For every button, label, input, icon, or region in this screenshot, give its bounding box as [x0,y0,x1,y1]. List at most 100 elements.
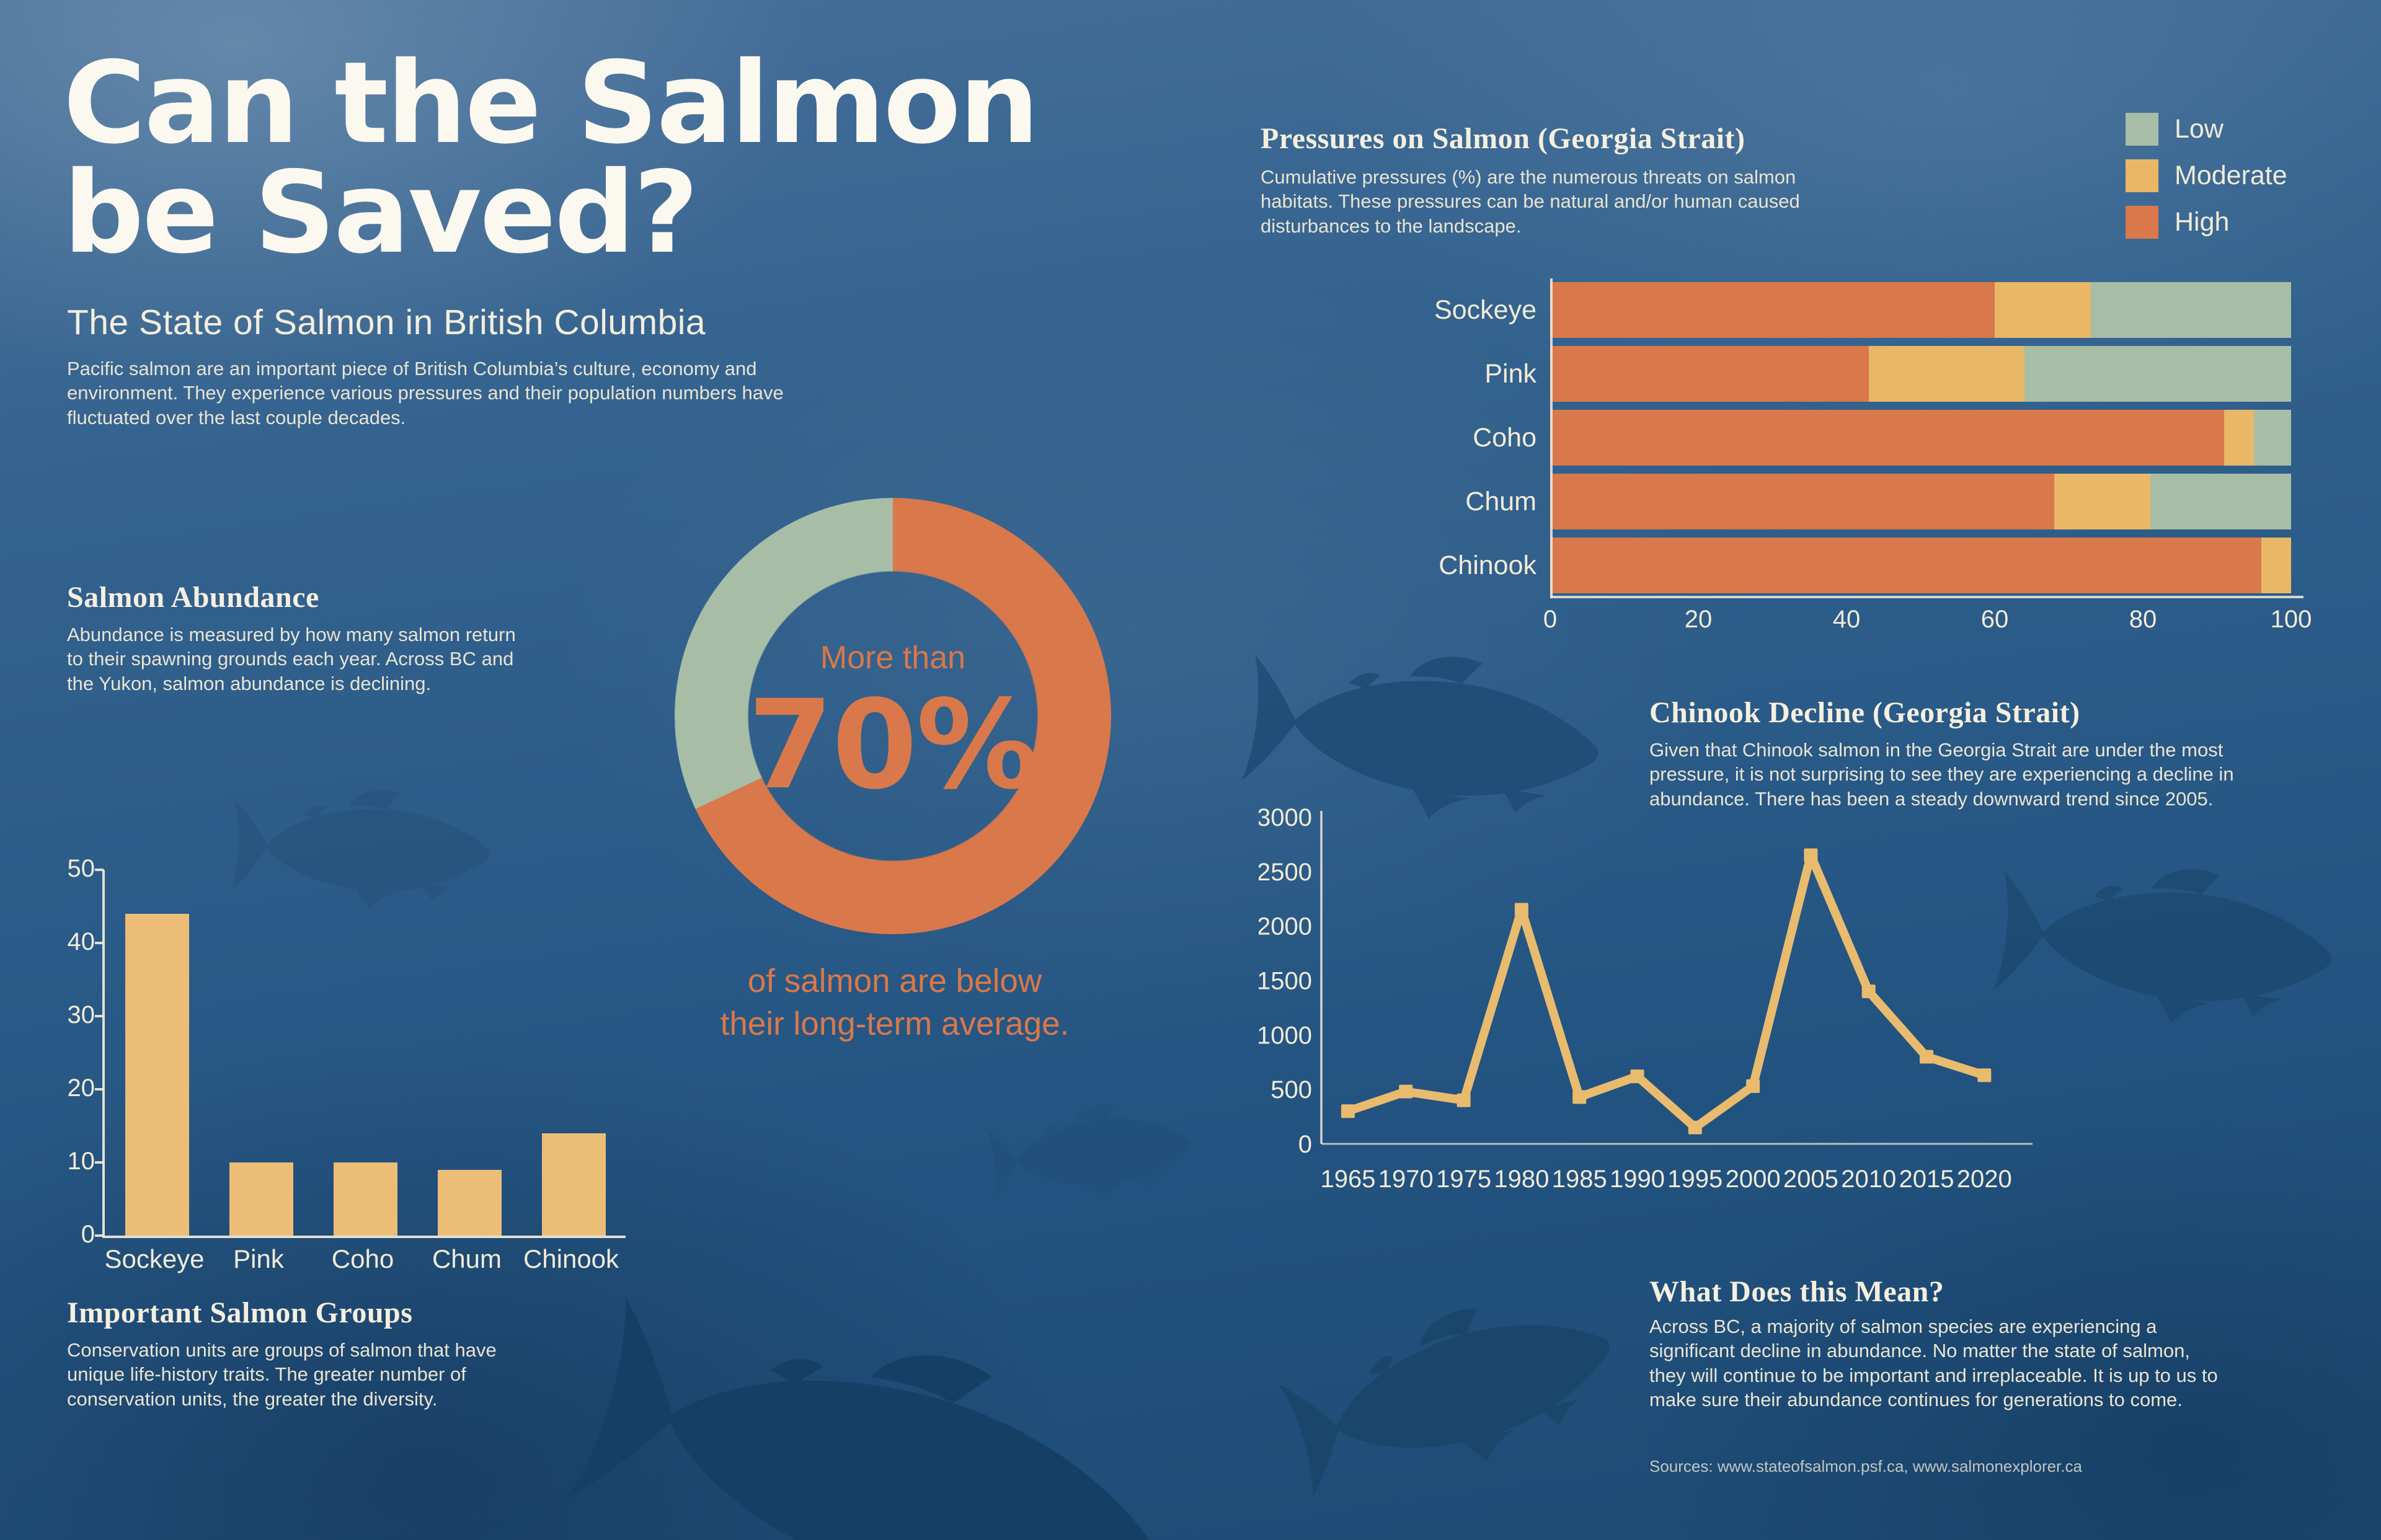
y-axis-tick-label: 1000 [1259,1022,1312,1049]
decline-paragraph: Given that Chinook salmon in the Georgia… [1649,739,2234,810]
stacked-bar-coho [1550,410,2291,466]
segment-low [2024,346,2291,402]
x-axis-tick-label: 100 [2270,606,2312,633]
stacked-row-label: Pink [1484,359,1536,389]
legend-label: High [2175,207,2230,237]
donut-caption-line1: of salmon are below [747,963,1042,999]
bar-chum [437,1169,502,1236]
segment-high [1550,538,2262,593]
y-axis-tick-label: 2000 [1259,913,1312,940]
y-axis-tick-label: 500 [1270,1076,1312,1104]
segment-high [1550,474,2054,529]
segment-high [1550,346,1869,402]
stacked-row-label: Sockeye [1434,295,1536,325]
donut-caption-line2: their long-term average. [720,1006,1070,1043]
x-axis-tick-label: 1965 [1321,1166,1376,1193]
donut-caption: of salmon are below their long-term aver… [659,960,1130,1046]
page-subtitle: The State of Salmon in British Columbia [67,303,706,342]
y-axis-tick-mark [95,1161,104,1164]
data-point-marker [1861,985,1876,999]
segment-moderate [2054,474,2150,529]
y-axis-tick-label: 1500 [1259,968,1312,995]
bar-plot-area [102,870,626,1238]
data-point-marker [1457,1093,1471,1107]
bar-column [521,870,626,1236]
salmon-silhouette-icon [985,1095,1196,1211]
x-axis-line-vertical [1550,278,1553,598]
bar-sockeye [125,913,189,1236]
data-point-marker [1688,1120,1702,1135]
abundance-bar-chart: 0 10 20 30 40 50 Sockeye Pink Coho Chum Chinook [59,855,626,1293]
data-point-marker [1804,848,1818,862]
legend-label: Moderate [2175,161,2287,190]
y-axis-tick-mark [95,1088,104,1091]
pressures-heading: Pressures on Salmon (Georgia Strait) [1261,122,1745,155]
x-axis-tick-label: 20 [1684,606,1713,633]
bar-chinook [541,1133,606,1236]
data-point-marker [1977,1068,1992,1082]
stacked-bar-chinook [1550,538,2291,593]
donut-center-label: More than 70% [675,498,1111,934]
page-title-line2: be Saved? [63,146,699,278]
pressures-paragraph: Cumulative pressures (%) are the numerou… [1261,166,1800,237]
legend-item-moderate: Moderate [2126,159,2287,192]
segment-moderate [2224,410,2255,466]
page-title: Can the Salmon be Saved? [63,37,1039,278]
stacked-bar-sockeye [1550,282,2291,338]
bar-coho [333,1162,397,1236]
x-axis-tick-label: 2005 [1783,1166,1838,1193]
segment-moderate [2261,538,2291,593]
y-axis-tick-mark [95,1015,104,1017]
category-label: Chum [432,1244,502,1273]
x-axis-tick-label: 1995 [1667,1166,1723,1193]
bar-column [105,870,209,1236]
page-title-line1: Can the Salmon [63,37,1039,169]
bar-column [313,870,417,1236]
y-axis-tick-label: 2500 [1259,859,1312,886]
y-axis-tick-label: 0 [81,1221,95,1248]
x-axis-tick-label: 1990 [1610,1166,1665,1193]
data-point-marker [1920,1050,1933,1064]
category-label: Coho [331,1244,394,1273]
donut-label-more-than: More than [820,640,966,676]
y-axis-tick-label: 30 [67,1001,95,1029]
x-axis-tick-label: 1975 [1436,1166,1491,1193]
legend-swatch-icon [2126,113,2158,146]
bar-category-labels: Sockeye Pink Coho Chum Chinook [102,1244,623,1274]
x-axis-tick-label: 1985 [1552,1166,1607,1193]
segment-high [1550,410,2225,466]
x-axis-tick-label: 2000 [1726,1166,1781,1193]
legend-item-high: High [2126,206,2287,239]
x-axis-tick-label: 0 [1543,606,1558,633]
y-axis-tick-label: 20 [67,1074,95,1102]
data-point-marker [1514,903,1528,917]
salmon-silhouette-icon [1273,1271,1632,1514]
category-label: Sockeye [104,1244,205,1273]
legend-label: Low [2175,114,2224,144]
category-label: Pink [233,1244,284,1273]
donut-chart [675,498,1111,934]
pressures-legend: Low Moderate High [2126,113,2287,252]
groups-heading: Important Salmon Groups [67,1296,413,1329]
abundance-paragraph: Abundance is measured by how many salmon… [67,624,516,694]
sources-note: Sources: www.stateofsalmon.psf.ca, www.s… [1649,1457,2082,1476]
x-axis-tick-label: 80 [2129,606,2157,633]
legend-item-low: Low [2126,113,2287,146]
bar-column [417,870,521,1236]
chinook-decline-line-chart: 0 500 1000 1500 2000 2500 3000 1965 1970 1975 1980… [1259,804,2033,1193]
data-point-marker [1341,1104,1355,1118]
y-axis-tick-mark [95,942,104,944]
legend-swatch-icon [2126,206,2158,239]
x-axis-line [1550,596,2303,598]
stacked-row-label: Chum [1465,487,1536,516]
bar-column [209,870,313,1236]
segment-low [2150,474,2291,529]
intro-paragraph: Pacific salmon are an important piece of… [67,358,784,428]
data-point-marker [1630,1069,1644,1084]
category-label: Chinook [523,1244,619,1273]
donut-label-value: 70% [748,673,1039,816]
y-axis-tick-mark [95,1234,104,1237]
pressures-stacked-bar-chart: Sockeye Pink Coho Chum Chinook 0 20 40 60 80 100 [1381,275,2312,659]
abundance-heading: Salmon Abundance [67,581,319,614]
